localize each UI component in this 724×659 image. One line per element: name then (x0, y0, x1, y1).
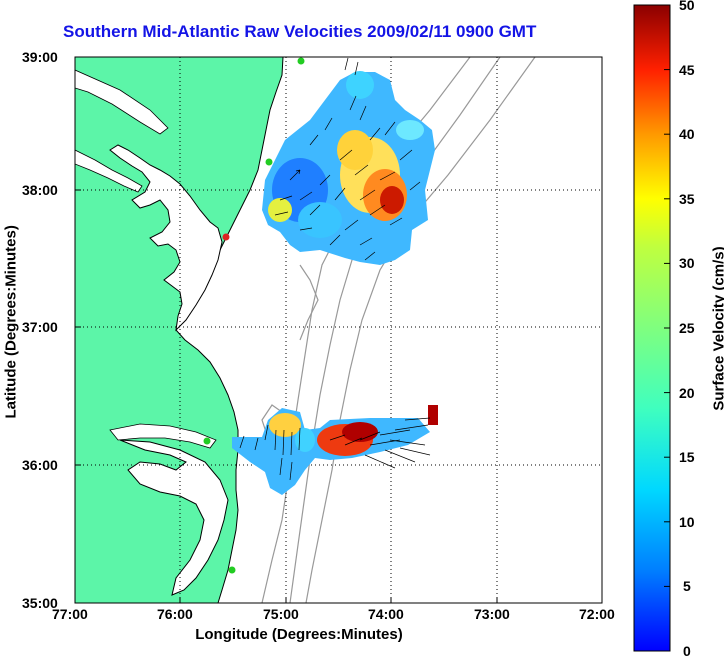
y-tick-label: 35:00 (22, 595, 58, 611)
colorbar-tick-label: 5 (683, 578, 691, 594)
colorbar-tick-label: 45 (679, 62, 695, 78)
plot-frame (74, 56, 603, 604)
x-axis-label: Longitude (Degrees:Minutes) (195, 626, 403, 643)
y-tick-label: 36:00 (22, 457, 58, 473)
axis-ticks (75, 189, 498, 603)
velocity-arrows-south (239, 417, 431, 481)
colorbar-label: Surface Velocity (cm/s) (710, 246, 724, 411)
x-tick-label: 77:00 (52, 606, 88, 622)
colorbar-tick-label: 10 (679, 514, 695, 530)
velocity-field-south (232, 405, 438, 495)
velocity-arrows-north (274, 57, 421, 261)
station-marker (265, 158, 273, 166)
station-marker (203, 437, 211, 445)
colorbar-tick-label: 40 (679, 126, 695, 142)
potomac-river (75, 149, 143, 193)
x-tick-label: 73:00 (474, 606, 510, 622)
colorbar-tick-label: 20 (679, 385, 695, 401)
x-tick-label: 75:00 (263, 606, 299, 622)
y-tick-label: 37:00 (22, 319, 58, 335)
station-markers (203, 57, 305, 574)
colorbar-tick-label: 15 (679, 449, 695, 465)
y-tick-label: 38:00 (22, 182, 58, 198)
delaware-bay (75, 69, 169, 135)
station-marker (228, 566, 236, 574)
grid-lines (75, 57, 602, 603)
colorbar-ticks (664, 69, 670, 587)
x-tick-label: 76:00 (157, 606, 193, 622)
colorbar-tick-label: 0 (683, 643, 691, 659)
station-marker (297, 57, 305, 65)
y-tick-label: 39:00 (22, 49, 58, 65)
pamlico-sound (119, 439, 229, 596)
velocity-field-north (262, 71, 435, 265)
colorbar-tick-label: 50 (679, 0, 695, 13)
colorbar-tick-label: 25 (679, 320, 695, 336)
albemarle-sound (109, 423, 217, 449)
land-mass (75, 57, 284, 603)
x-tick-label: 74:00 (368, 606, 404, 622)
x-tick-label: 72:00 (579, 606, 615, 622)
station-marker-alert (222, 233, 230, 241)
colorbar-tick-label: 35 (679, 191, 695, 207)
y-axis-label: Latitude (Degrees:Minutes) (2, 225, 20, 419)
colorbar-tick-label: 30 (679, 255, 695, 271)
chart-title: Southern Mid-Atlantic Raw Velocities 200… (63, 22, 537, 41)
